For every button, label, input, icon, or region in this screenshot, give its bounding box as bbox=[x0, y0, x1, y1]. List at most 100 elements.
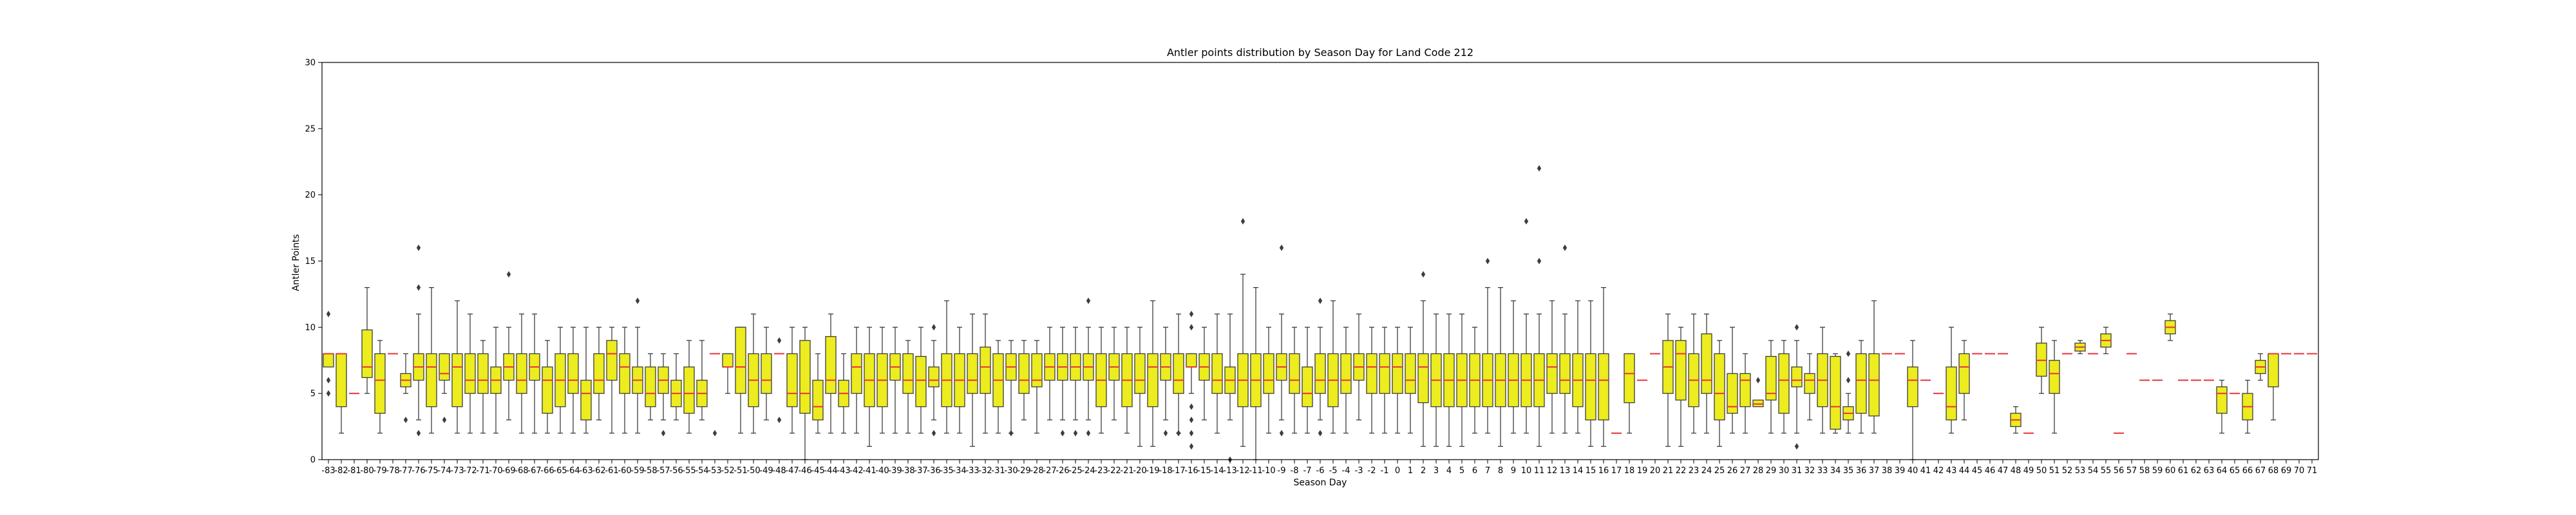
box--68 bbox=[516, 314, 527, 434]
x-tick-label: -68 bbox=[515, 466, 528, 476]
box-iqr bbox=[323, 353, 334, 368]
box--9 bbox=[1276, 244, 1287, 436]
box-60 bbox=[2164, 314, 2176, 341]
x-tick-label: 52 bbox=[2062, 466, 2073, 476]
box--60 bbox=[619, 326, 630, 434]
x-tick-label: 7 bbox=[1485, 466, 1490, 476]
y-axis: 0 5 10 15 20 25 30 bbox=[305, 59, 322, 465]
box--74 bbox=[439, 353, 450, 424]
x-tick-label: -55 bbox=[682, 466, 696, 476]
x-tick-label: -8 bbox=[1291, 466, 1299, 476]
outlier-point bbox=[777, 417, 782, 424]
box-iqr bbox=[1392, 353, 1403, 394]
x-tick-label: -65 bbox=[553, 466, 567, 476]
x-tick-label: -38 bbox=[901, 466, 914, 476]
outlier-point bbox=[1086, 429, 1091, 436]
outlier-point bbox=[326, 390, 331, 397]
x-tick-label: -33 bbox=[965, 466, 979, 476]
box--51 bbox=[735, 326, 746, 434]
box--14 bbox=[1211, 314, 1223, 434]
x-tick-label: -47 bbox=[785, 466, 799, 476]
box--44 bbox=[825, 314, 837, 434]
box-55 bbox=[2100, 326, 2112, 355]
x-tick-label: -10 bbox=[1262, 466, 1275, 476]
x-tick-label: 27 bbox=[1740, 466, 1751, 476]
x-tick-label: 30 bbox=[1779, 466, 1790, 476]
box-iqr bbox=[1559, 353, 1571, 394]
outlier-point bbox=[1846, 377, 1851, 384]
x-tick-label: -42 bbox=[849, 466, 863, 476]
box-23 bbox=[1688, 314, 1700, 434]
box--80 bbox=[361, 286, 373, 394]
box-iqr bbox=[1302, 366, 1313, 407]
x-tick-label: -28 bbox=[1030, 466, 1043, 476]
box-30 bbox=[1778, 340, 1790, 434]
box-iqr bbox=[426, 353, 437, 407]
box-37 bbox=[1868, 300, 1880, 434]
outlier-point bbox=[931, 324, 936, 331]
outlier-point bbox=[635, 297, 640, 304]
x-tick-label: 51 bbox=[2049, 466, 2060, 476]
outlier-point bbox=[1756, 377, 1761, 384]
box--23 bbox=[1095, 326, 1107, 434]
x-tick-label: 14 bbox=[1573, 466, 1584, 476]
box--28 bbox=[1031, 340, 1043, 434]
box--63 bbox=[580, 326, 592, 434]
x-tick-label: 69 bbox=[2281, 466, 2292, 476]
x-tick-label: -70 bbox=[489, 466, 502, 476]
x-tick-label: 34 bbox=[1830, 466, 1841, 476]
x-tick-label: -25 bbox=[1068, 466, 1082, 476]
x-tick-label: -75 bbox=[424, 466, 438, 476]
box-iqr bbox=[606, 340, 618, 381]
x-tick-label: -82 bbox=[334, 466, 348, 476]
box--82 bbox=[336, 353, 347, 434]
x-tick-label: 59 bbox=[2152, 466, 2163, 476]
x-tick-label: 26 bbox=[1727, 466, 1738, 476]
x-tick-label: -36 bbox=[927, 466, 940, 476]
outlier-point bbox=[1189, 403, 1194, 410]
x-tick-label: -48 bbox=[772, 466, 786, 476]
x-tick-label: -31 bbox=[991, 466, 1005, 476]
x-tick-label: -34 bbox=[952, 466, 966, 476]
outlier-point bbox=[1189, 310, 1194, 317]
outlier-point bbox=[712, 429, 717, 436]
x-tick-label: -60 bbox=[618, 466, 631, 476]
box-iqr bbox=[825, 336, 837, 394]
box-iqr bbox=[1675, 340, 1687, 401]
x-tick-label: -19 bbox=[1146, 466, 1159, 476]
x-tick-label: -63 bbox=[579, 466, 592, 476]
box--58 bbox=[645, 353, 656, 420]
box-iqr bbox=[1018, 353, 1030, 394]
box-15 bbox=[1585, 300, 1596, 447]
box-iqr bbox=[1727, 373, 1738, 414]
box--22 bbox=[1108, 326, 1120, 420]
x-tick-label: 32 bbox=[1804, 466, 1815, 476]
box-iqr bbox=[1958, 353, 1970, 394]
x-tick-label: -76 bbox=[412, 466, 425, 476]
box-iqr bbox=[1624, 353, 1635, 404]
x-tick-label: 22 bbox=[1676, 466, 1687, 476]
outlier-point bbox=[777, 337, 782, 344]
x-tick-label: -59 bbox=[630, 466, 644, 476]
box--32 bbox=[980, 314, 991, 434]
box-33 bbox=[1817, 326, 1828, 434]
x-tick-label: -32 bbox=[978, 466, 992, 476]
x-tick-label: 15 bbox=[1586, 466, 1596, 476]
box--19 bbox=[1147, 300, 1159, 447]
box-iqr bbox=[683, 366, 695, 414]
x-tick-label: -4 bbox=[1342, 466, 1350, 476]
x-tick-label: -73 bbox=[450, 466, 464, 476]
box-iqr bbox=[1585, 353, 1596, 420]
box--5 bbox=[1327, 300, 1339, 434]
outlier-point bbox=[1537, 258, 1542, 265]
x-tick-label: 10 bbox=[1521, 466, 1532, 476]
x-tick-label: 36 bbox=[1856, 466, 1867, 476]
x-tick-label: -39 bbox=[888, 466, 902, 476]
box-iqr bbox=[1263, 353, 1274, 394]
box--41 bbox=[864, 326, 875, 447]
x-tick-label: 0 bbox=[1395, 466, 1400, 476]
box-iqr bbox=[812, 379, 824, 420]
box--4 bbox=[1340, 326, 1352, 434]
x-tick-label: 33 bbox=[1817, 466, 1828, 476]
box-iqr bbox=[1791, 366, 1803, 388]
